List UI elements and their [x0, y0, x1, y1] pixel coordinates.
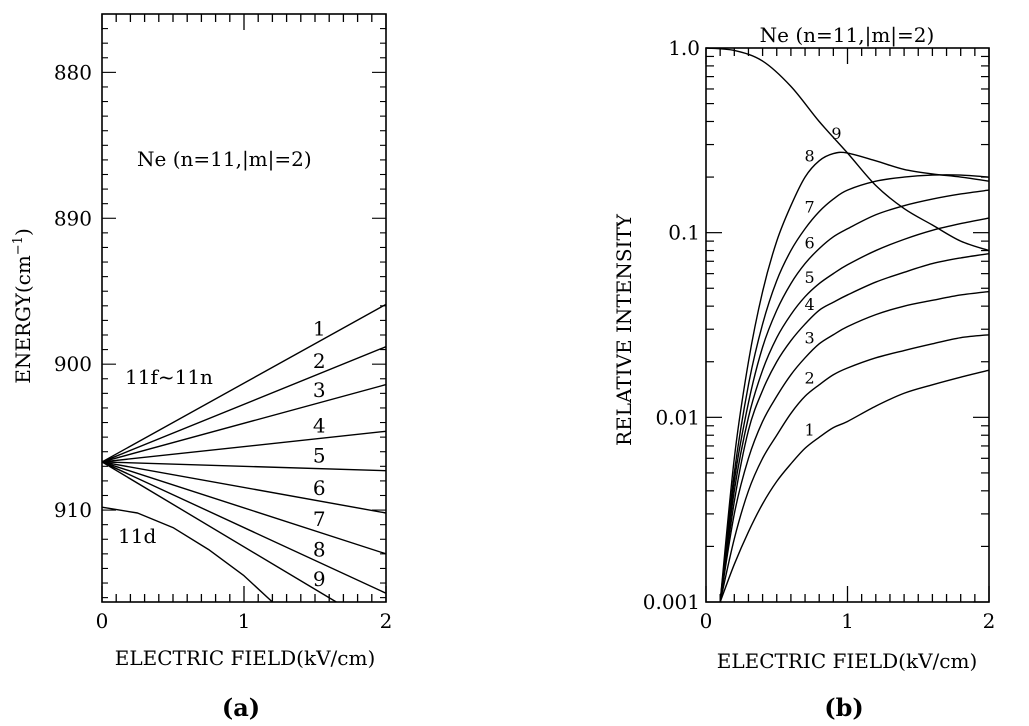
- panel-b-x-tick-label: 1: [841, 609, 854, 633]
- panel-a-series-line-6: [101, 461, 387, 514]
- panel-a-y-axis-label-close: ): [11, 228, 35, 236]
- panel-a-series-label-9: 9: [313, 567, 326, 591]
- panel-a-series: [101, 303, 387, 603]
- panel-a-series-line-3: [101, 383, 387, 463]
- panel-a: 0 1 2 880 890 900 910 1 2 3 4 5 6 7 8 9 Ne (n=11,|m|=2…: [11, 13, 393, 722]
- panel-a-caption: (a): [222, 693, 260, 722]
- panel-b-series-label-5: 5: [804, 268, 814, 287]
- panel-a-y-axis-label-sup: −1: [11, 236, 26, 255]
- panel-a-series-label-7: 7: [313, 507, 326, 531]
- panel-b-series-line-3: [719, 290, 990, 603]
- panel-b-x-axis-label: ELECTRIC FIELD(kV/cm): [717, 649, 978, 673]
- panel-b-y-tick-label: 0.01: [655, 405, 700, 429]
- panel-b-plot-frame: [705, 47, 990, 603]
- panel-b-y-tick-label: 0.001: [643, 590, 700, 614]
- panel-b-series-line-9: [705, 47, 990, 252]
- panel-b-y-tick-label: 1.0: [668, 36, 700, 60]
- panel-a-series-line-4: [101, 430, 387, 463]
- panel-b-series-line-8: [719, 151, 990, 603]
- panel-b-series-line-6: [719, 189, 990, 603]
- panel-b-title: Ne (n=11,|m|=2): [760, 23, 935, 48]
- panel-a-series-label-5: 5: [313, 444, 326, 468]
- panel-a-series-label-2: 2: [313, 349, 326, 373]
- panel-a-plot-frame: [101, 13, 387, 603]
- panel-b-x-tick-label: 2: [983, 609, 996, 633]
- panel-a-series-labels: 1 2 3 4 5 6 7 8 9: [313, 316, 326, 590]
- panel-b-tick-labels: 0 1 2 0.001 0.01 0.1 1.0: [643, 36, 996, 633]
- panel-a-series-label-4: 4: [313, 413, 326, 437]
- panel-b-caption: (b): [824, 693, 864, 722]
- panel-b-series: [705, 47, 990, 603]
- panel-a-series-line-7: [101, 461, 387, 555]
- panel-b: 0 1 2 0.001 0.01 0.1 1.0 98 7 6 5 4 3 2 1 Ne (n=11,|m…: [612, 23, 995, 722]
- panel-b-series-label-3: 3: [804, 328, 814, 347]
- panel-b-series-label-9: 9: [831, 124, 841, 143]
- panel-b-series-line-4: [719, 252, 990, 603]
- panel-b-series-line-7: [719, 174, 990, 603]
- panel-a-group-label-11f-11n: 11f~11n: [125, 365, 213, 389]
- panel-a-series-line-1: [101, 303, 387, 463]
- panel-a-series-label-6: 6: [313, 476, 326, 500]
- panel-a-y-tick-label: 900: [54, 352, 92, 376]
- panel-b-ticks: [705, 48, 990, 603]
- panel-b-y-tick-label: 0.1: [668, 221, 700, 245]
- panel-a-series-label-1: 1: [313, 316, 326, 340]
- panel-a-y-axis-label-main: ENERGY(cm: [11, 255, 35, 384]
- panel-a-series-line-9: [101, 461, 337, 603]
- panel-b-series-labels: 98 7 6 5 4 3 2 1: [804, 124, 841, 440]
- panel-a-y-tick-label: 910: [54, 498, 92, 522]
- panel-a-tick-labels: 0 1 2 880 890 900 910: [54, 60, 393, 633]
- panel-a-x-tick-label: 0: [96, 609, 109, 633]
- panel-b-series-label-7: 7: [804, 197, 814, 216]
- panel-b-x-tick-label: 0: [700, 609, 713, 633]
- panel-a-series-line-2: [101, 346, 387, 463]
- panel-b-y-axis-label: RELATIVE INTENSITY: [612, 213, 636, 446]
- panel-a-series-label-8: 8: [313, 537, 326, 561]
- panel-b-series-label-8: 8: [804, 146, 814, 165]
- panel-a-x-axis-label: ELECTRIC FIELD(kV/cm): [115, 646, 376, 670]
- panel-a-x-tick-label: 1: [238, 609, 251, 633]
- panel-a-ticks: [101, 14, 387, 602]
- panel-b-series-label-6: 6: [804, 234, 814, 253]
- panel-b-series-line-2: [719, 334, 990, 603]
- panel-a-x-tick-label: 2: [380, 609, 393, 633]
- panel-a-series-line-8: [101, 461, 387, 594]
- panel-a-group-label-11d: 11d: [118, 524, 156, 548]
- panel-a-series-label-3: 3: [313, 378, 326, 402]
- panel-b-series-label-2: 2: [804, 368, 814, 387]
- panel-a-y-axis-label: ENERGY(cm−1): [11, 228, 35, 384]
- panel-b-series-label-1: 1: [804, 421, 814, 440]
- panel-a-title: Ne (n=11,|m|=2): [137, 147, 312, 172]
- panel-a-series-line-11d: [101, 506, 273, 603]
- panel-a-series-line-5: [101, 461, 387, 472]
- panel-b-series-line-1: [719, 369, 990, 603]
- panel-b-series-line-5: [719, 217, 990, 603]
- panel-b-series-label-4: 4: [804, 295, 814, 314]
- panel-a-y-tick-label: 890: [54, 206, 92, 230]
- panel-a-y-tick-label: 880: [54, 60, 92, 84]
